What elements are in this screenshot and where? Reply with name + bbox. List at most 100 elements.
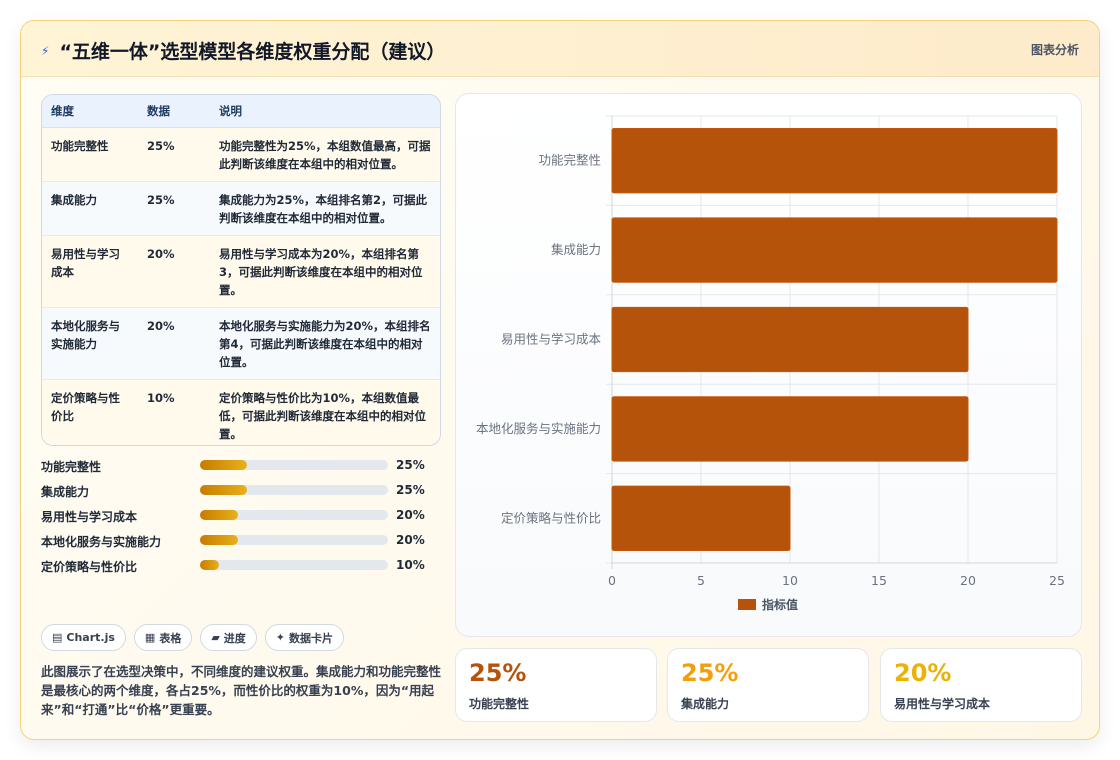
table-row: 集成能力 25% 集成能力为25%，本组排名第2，可据此判断该维度在本组中的相对… (42, 181, 440, 236)
cell-dimension: 集成能力 (42, 181, 138, 236)
progress-row: 集成能力 25% (41, 482, 441, 507)
progress-label: 定价策略与性价比 (41, 560, 138, 574)
progress-fill (200, 460, 247, 470)
cell-description: 本地化服务与实施能力为20%，本组排名第4，可据此判断该维度在本组中的相对位置。 (210, 307, 440, 380)
progress-row: 本地化服务与实施能力 20% (41, 532, 441, 557)
category-label: 易用性与学习成本 (501, 332, 602, 347)
table-header-row: 维度 数据 说明 (42, 95, 440, 128)
col-header-description: 说明 (210, 95, 440, 128)
stat-value: 25% (681, 659, 739, 687)
bar (611, 485, 791, 551)
chart-analysis-link[interactable]: 图表分析 (1030, 43, 1079, 57)
progress-track (200, 560, 388, 570)
x-tick-label: 10 (782, 573, 798, 588)
progress-fill (200, 485, 247, 495)
bar (611, 128, 1058, 194)
pill-label: 进度 (223, 631, 246, 645)
pill-label: 数据卡片 (289, 631, 334, 645)
stat-value: 20% (894, 659, 952, 687)
progress-value: 20% (396, 508, 425, 522)
x-tick-label: 15 (871, 573, 887, 588)
bar (611, 396, 969, 462)
progress-value: 10% (396, 558, 425, 572)
progress-fill (200, 560, 219, 570)
x-tick-label: 0 (608, 573, 616, 588)
progress-row: 功能完整性 25% (41, 457, 441, 482)
x-tick-label: 5 (697, 573, 705, 588)
bolt-icon: ⚡ (41, 43, 50, 58)
bar (611, 306, 969, 373)
category-label: 集成能力 (551, 242, 601, 257)
cell-value: 10% (138, 379, 210, 445)
progress-row: 易用性与学习成本 20% (41, 507, 441, 532)
table-row: 功能完整性 25% 功能完整性为25%，本组数值最高，可据此判断该维度在本组中的… (42, 127, 440, 182)
table-row: 定价策略与性价比 10% 定价策略与性价比为10%，本组数值最低，可据此判断该维… (42, 379, 440, 445)
x-tick-label: 20 (960, 573, 976, 588)
chart-panel: 功能完整性集成能力易用性与学习成本本地化服务与实施能力定价策略与性价比 0 5 10 1… (455, 93, 1082, 637)
sparkle-icon: ✦ (275, 631, 286, 644)
table-icon: ▦ (144, 631, 156, 644)
pill-label: Chart.js (66, 631, 115, 644)
stat-card: 25% 功能完整性 (455, 648, 657, 722)
stat-value: 25% (469, 659, 527, 687)
table-row: 易用性与学习成本 20% 易用性与学习成本为20%，本组排名第3，可据此判断该维… (42, 235, 440, 308)
progress-row: 定价策略与性价比 10% (41, 557, 441, 582)
progress-value: 20% (396, 533, 425, 547)
pill-chartjs[interactable]: ▤ Chart.js (41, 624, 126, 651)
cell-dimension: 功能完整性 (42, 127, 138, 182)
cell-value: 20% (138, 307, 210, 380)
stat-label: 集成能力 (681, 697, 730, 711)
progress-track (200, 485, 388, 495)
stat-card: 25% 集成能力 (667, 648, 869, 722)
progress-fill (200, 535, 238, 545)
progress-track (200, 510, 388, 520)
page-title-text: “五维一体”选型模型各维度权重分配（建议） (59, 41, 446, 63)
pill-progress[interactable]: ▰ 进度 (200, 624, 257, 651)
cell-dimension: 易用性与学习成本 (42, 235, 138, 308)
progress-icon: ▰ (211, 631, 220, 644)
page-title: ⚡ “五维一体”选型模型各维度权重分配（建议） (41, 37, 445, 64)
col-header-value: 数据 (138, 95, 210, 128)
table-row: 本地化服务与实施能力 20% 本地化服务与实施能力为20%，本组排名第4，可据此… (42, 307, 440, 380)
category-label: 功能完整性 (538, 153, 601, 168)
x-tick-label: 25 (1049, 573, 1065, 588)
legend-label: 指标值 (762, 597, 798, 612)
bar (611, 217, 1058, 283)
progress-label: 本地化服务与实施能力 (41, 535, 162, 549)
header: ⚡ “五维一体”选型模型各维度权重分配（建议） 图表分析 (21, 21, 1099, 77)
cell-description: 集成能力为25%，本组排名第2，可据此判断该维度在本组中的相对位置。 (210, 181, 440, 236)
tag-pills: ▤ Chart.js ▦ 表格 ▰ 进度 ✦ 数据卡片 (41, 624, 345, 651)
progress-list: 功能完整性 25% 集成能力 25% 易用性与学习成本 20% 本地化服务与实施… (41, 457, 441, 582)
stat-card: 20% 易用性与学习成本 (880, 648, 1082, 722)
cell-description: 功能完整性为25%，本组数值最高，可据此判断该维度在本组中的相对位置。 (210, 127, 440, 182)
pill-data-card[interactable]: ✦ 数据卡片 (264, 624, 345, 651)
col-header-dimension: 维度 (42, 95, 138, 128)
progress-label: 集成能力 (41, 485, 90, 499)
progress-value: 25% (396, 483, 425, 497)
data-table: 维度 数据 说明 功能完整性 25% 功能完整性为25%，本组数值最高，可据此判… (41, 94, 441, 446)
pill-label: 表格 (159, 631, 182, 645)
progress-track (200, 460, 388, 470)
chart-icon: ▤ (52, 631, 63, 644)
cell-value: 20% (138, 235, 210, 308)
pill-table[interactable]: ▦ 表格 (133, 624, 193, 651)
progress-label: 功能完整性 (41, 460, 102, 474)
cell-dimension: 定价策略与性价比 (42, 379, 138, 445)
cell-value: 25% (138, 181, 210, 236)
progress-value: 25% (396, 458, 425, 472)
chart-description: 此图展示了在选型决策中，不同维度的建议权重。集成能力和功能完整性是最核心的两个维… (41, 664, 442, 717)
legend-swatch (738, 599, 756, 610)
cell-description: 定价策略与性价比为10%，本组数值最低，可据此判断该维度在本组中的相对位置。 (210, 379, 440, 445)
category-label: 本地化服务与实施能力 (476, 421, 601, 436)
progress-track (200, 535, 388, 545)
cell-dimension: 本地化服务与实施能力 (42, 307, 138, 380)
category-label: 定价策略与性价比 (501, 510, 601, 525)
cell-description: 易用性与学习成本为20%，本组排名第3，可据此判断该维度在本组中的相对位置。 (210, 235, 440, 308)
progress-fill (200, 510, 238, 520)
progress-label: 易用性与学习成本 (41, 510, 138, 524)
stat-label: 功能完整性 (469, 697, 530, 711)
cell-value: 25% (138, 127, 210, 182)
stat-label: 易用性与学习成本 (894, 697, 991, 711)
main-card: ⚡ “五维一体”选型模型各维度权重分配（建议） 图表分析 维度 数据 说明 功能… (20, 20, 1100, 740)
